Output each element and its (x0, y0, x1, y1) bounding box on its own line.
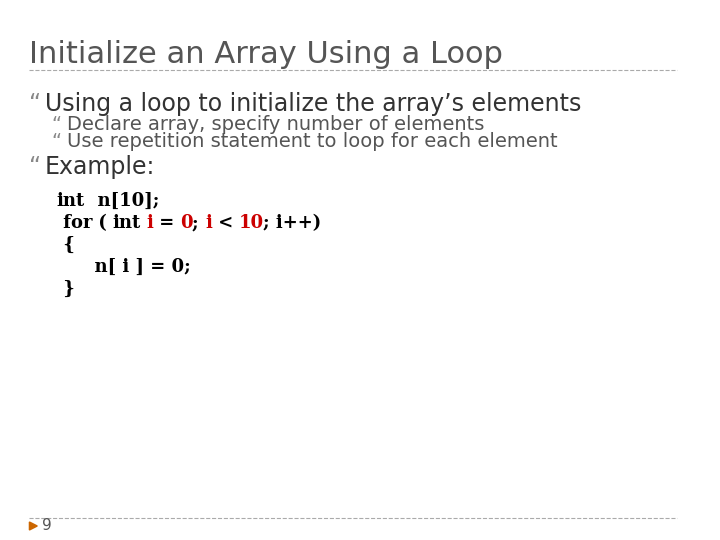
Text: “: “ (30, 155, 42, 179)
Text: Use repetition statement to loop for each element: Use repetition statement to loop for eac… (67, 132, 557, 151)
Text: ;: ; (192, 214, 205, 232)
Text: <: < (212, 214, 239, 232)
Text: (: ( (91, 214, 113, 232)
Text: Declare array, specify number of elements: Declare array, specify number of element… (67, 115, 484, 134)
Text: int: int (112, 214, 140, 232)
Text: int: int (57, 192, 85, 210)
Text: “: “ (30, 92, 42, 116)
Text: Using a loop to initialize the array’s elements: Using a loop to initialize the array’s e… (45, 92, 582, 116)
Text: ; i++): ; i++) (264, 214, 322, 232)
Text: “: “ (51, 132, 61, 151)
Text: =: = (153, 214, 181, 232)
Polygon shape (30, 522, 37, 530)
Text: Example:: Example: (45, 155, 156, 179)
Text: Initialize an Array Using a Loop: Initialize an Array Using a Loop (30, 40, 503, 69)
Text: for: for (57, 214, 92, 232)
Text: n[10];: n[10]; (84, 192, 159, 210)
Text: {: { (57, 236, 75, 254)
Text: 10: 10 (238, 214, 264, 232)
Text: 9: 9 (42, 518, 52, 534)
Text: }: } (57, 280, 75, 298)
Text: n[ i ] = 0;: n[ i ] = 0; (57, 258, 191, 276)
Text: i: i (146, 214, 153, 232)
Text: 0: 0 (180, 214, 192, 232)
Text: “: “ (51, 115, 61, 134)
Text: i: i (205, 214, 212, 232)
